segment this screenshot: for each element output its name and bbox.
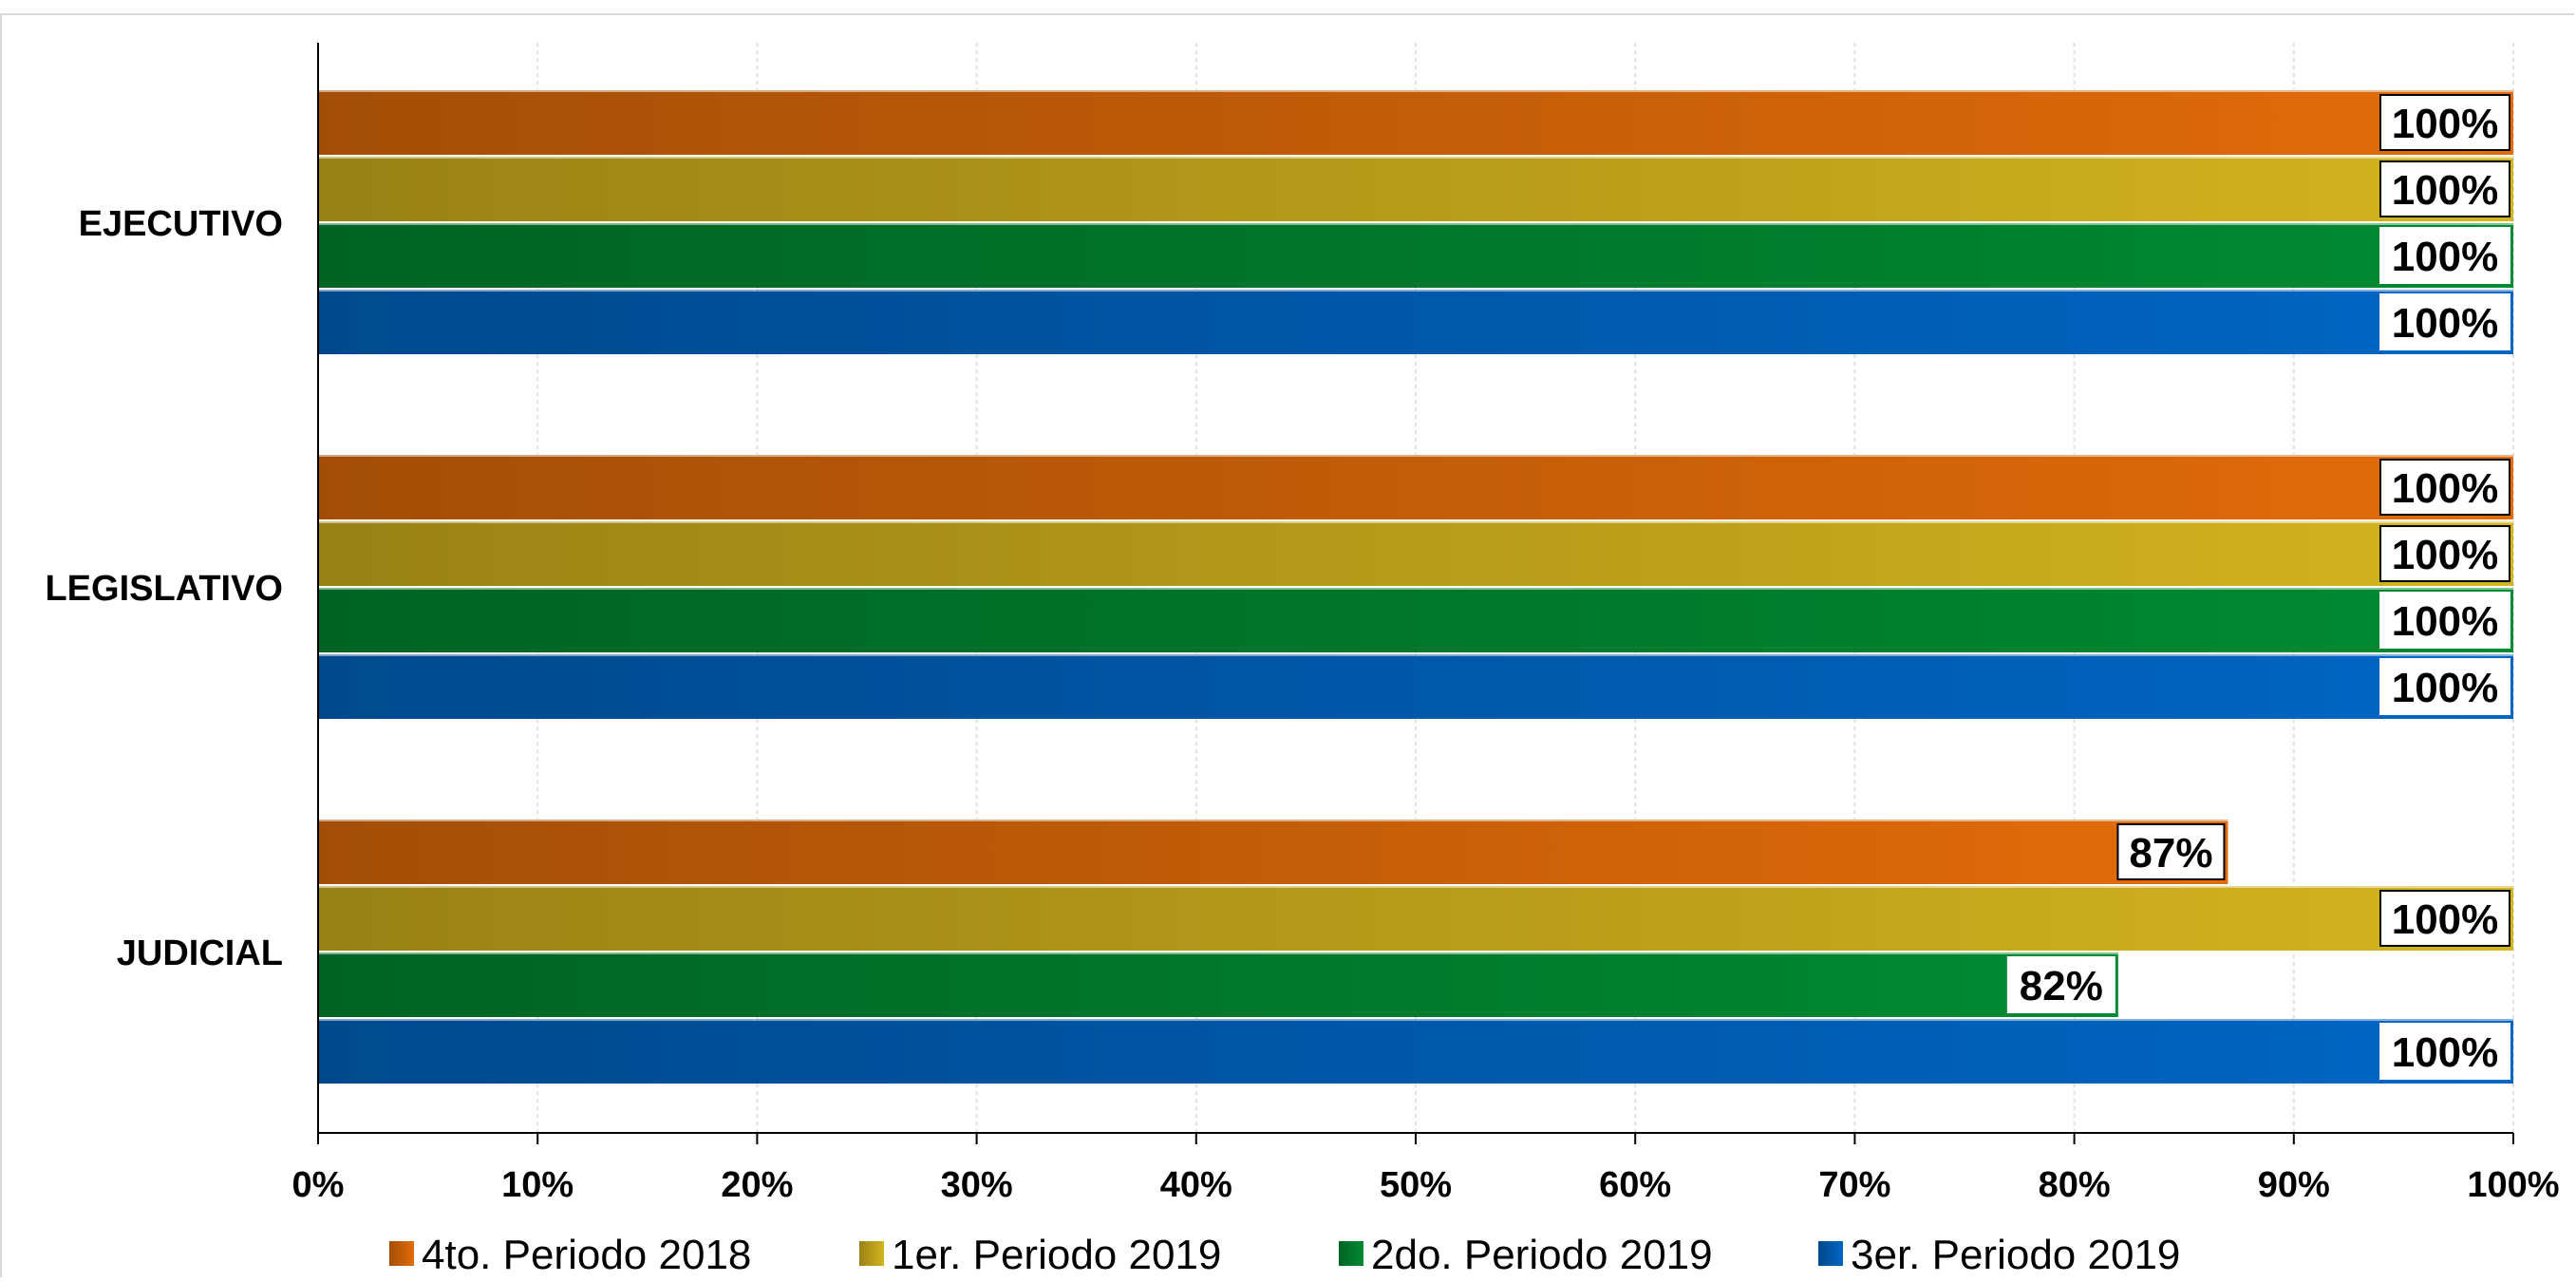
data-label-box <box>2116 823 2226 880</box>
axes: EJECUTIVO LEGISLATIVO JUDICIAL 0% 10% 20% 30% 4… <box>45 43 2560 1205</box>
x-tick-label: 70% <box>1818 1165 1890 1205</box>
bar <box>318 1019 2513 1084</box>
chart-frame <box>0 13 2574 1277</box>
legend-label: 3er. Periodo 2019 <box>1851 1232 2180 1277</box>
data-label-box <box>2379 94 2510 151</box>
data-label-box <box>2379 525 2510 582</box>
data-label: 100% <box>2392 300 2499 347</box>
data-label-box <box>2379 1023 2510 1080</box>
data-label-box <box>2379 293 2510 350</box>
data-label: 100% <box>2392 896 2499 943</box>
x-tick-label: 100% <box>2467 1165 2559 1205</box>
legend: 4to. Periodo 2018 1er. Periodo 2019 2do. P… <box>389 1232 2180 1278</box>
bar <box>318 157 2513 221</box>
data-label-box <box>2379 592 2510 649</box>
data-label: 87% <box>2129 830 2212 877</box>
bar <box>318 90 2513 155</box>
x-tick-label: 10% <box>501 1165 573 1205</box>
legend-swatch <box>859 1241 884 1266</box>
bar <box>318 820 2228 884</box>
category-label: LEGISLATIVO <box>45 569 283 609</box>
bar <box>318 223 2513 288</box>
data-label: 100% <box>2392 598 2499 645</box>
data-label-box <box>2379 160 2510 217</box>
legend-label: 2do. Periodo 2019 <box>1371 1232 1713 1277</box>
bar <box>318 455 2513 519</box>
bar <box>318 290 2513 354</box>
category-label: JUDICIAL <box>117 933 283 973</box>
x-tick-label: 20% <box>721 1165 793 1205</box>
data-label: 82% <box>2020 963 2103 1009</box>
legend-label: 1er. Periodo 2019 <box>892 1232 1221 1277</box>
x-tick-label: 30% <box>941 1165 1013 1205</box>
data-label-box <box>2379 459 2510 516</box>
bars: 100% 100% 100% 100% 100% 100% 100% 100% 87% 100% 8… <box>318 90 2513 1084</box>
legend-swatch <box>1818 1241 1843 1266</box>
x-tick-label: 60% <box>1599 1165 1671 1205</box>
bar <box>318 886 2513 951</box>
bar <box>318 588 2513 652</box>
bar <box>318 521 2513 586</box>
data-label: 100% <box>2392 1029 2499 1076</box>
data-label-box <box>2379 658 2510 715</box>
data-label: 100% <box>2392 234 2499 280</box>
x-tick-label: 0% <box>292 1165 345 1205</box>
data-label: 100% <box>2392 532 2499 578</box>
x-tick-label: 50% <box>1380 1165 1452 1205</box>
x-tick-label: 40% <box>1160 1165 1232 1205</box>
data-label: 100% <box>2392 167 2499 214</box>
data-label: 100% <box>2392 465 2499 512</box>
data-label: 100% <box>2392 665 2499 711</box>
bar <box>318 654 2513 719</box>
data-label-box <box>2379 227 2510 284</box>
x-tick-label: 90% <box>2258 1165 2330 1205</box>
data-label-box <box>2379 890 2510 947</box>
legend-label: 4to. Periodo 2018 <box>422 1232 751 1277</box>
legend-swatch <box>389 1241 414 1266</box>
legend-swatch <box>1339 1241 1363 1266</box>
x-tick-label: 80% <box>2039 1165 2111 1205</box>
bar <box>318 952 2118 1017</box>
data-label-box <box>2006 956 2115 1013</box>
data-label: 100% <box>2392 101 2499 147</box>
category-label: EJECUTIVO <box>79 204 283 244</box>
